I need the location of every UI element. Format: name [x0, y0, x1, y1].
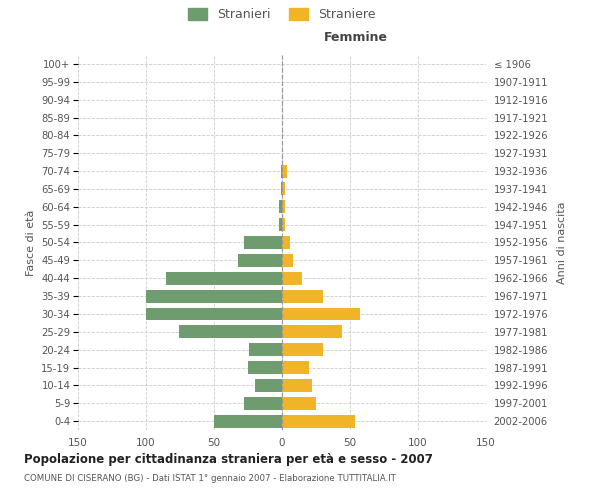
Bar: [282, 200, 285, 213]
Bar: [282, 397, 316, 409]
Bar: [282, 379, 312, 392]
Bar: [282, 218, 285, 231]
Bar: [282, 308, 359, 320]
Bar: [282, 164, 287, 177]
Bar: [179, 326, 282, 338]
Bar: [282, 326, 342, 338]
Bar: [214, 414, 282, 428]
Bar: [281, 182, 282, 196]
Bar: [250, 343, 282, 356]
Bar: [238, 254, 282, 267]
Bar: [255, 379, 282, 392]
Text: COMUNE DI CISERANO (BG) - Dati ISTAT 1° gennaio 2007 - Elaborazione TUTTITALIA.I: COMUNE DI CISERANO (BG) - Dati ISTAT 1° …: [24, 474, 396, 483]
Bar: [146, 308, 282, 320]
Legend: Stranieri, Straniere: Stranieri, Straniere: [184, 2, 380, 26]
Bar: [282, 272, 302, 284]
Bar: [282, 236, 290, 249]
Bar: [282, 290, 323, 302]
Bar: [244, 397, 282, 409]
Text: Femmine: Femmine: [323, 31, 388, 44]
Y-axis label: Fasce di età: Fasce di età: [26, 210, 35, 276]
Bar: [279, 200, 282, 213]
Bar: [282, 343, 323, 356]
Bar: [282, 182, 285, 196]
Bar: [279, 218, 282, 231]
Y-axis label: Anni di nascita: Anni di nascita: [557, 201, 566, 284]
Text: Popolazione per cittadinanza straniera per età e sesso - 2007: Popolazione per cittadinanza straniera p…: [24, 452, 433, 466]
Bar: [166, 272, 282, 284]
Bar: [282, 361, 309, 374]
Bar: [146, 290, 282, 302]
Bar: [281, 164, 282, 177]
Bar: [282, 414, 355, 428]
Bar: [248, 361, 282, 374]
Bar: [244, 236, 282, 249]
Bar: [282, 254, 293, 267]
